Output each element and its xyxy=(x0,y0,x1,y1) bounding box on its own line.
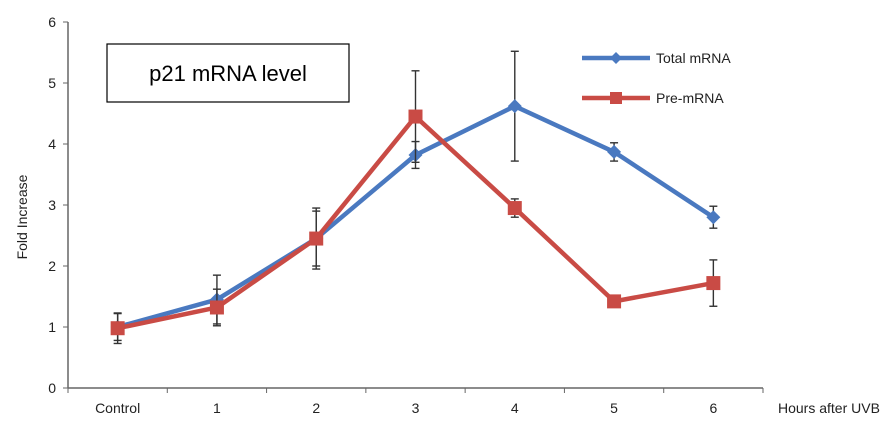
y-tick-label: 2 xyxy=(48,258,56,274)
legend-label: Total mRNA xyxy=(656,50,731,66)
legend-marker xyxy=(610,52,622,64)
data-point xyxy=(408,109,423,124)
y-tick-label: 3 xyxy=(48,197,56,213)
x-tick-label: 6 xyxy=(709,400,717,416)
data-point xyxy=(607,294,622,309)
legend: Total mRNA Pre-mRNA xyxy=(582,50,731,106)
y-tick-label: 0 xyxy=(48,380,56,396)
chart-title: p21 mRNA level xyxy=(149,61,307,86)
data-point xyxy=(607,144,622,159)
series-pre-mrna xyxy=(110,70,721,345)
data-point xyxy=(110,321,125,336)
legend-marker xyxy=(610,92,622,104)
y-tick-label: 4 xyxy=(48,136,56,152)
chart-title-box: p21 mRNA level xyxy=(106,43,350,103)
data-point xyxy=(309,231,324,246)
title-box-border xyxy=(106,43,350,103)
legend-label: Pre-mRNA xyxy=(656,90,724,106)
x-tick-label: 5 xyxy=(610,400,618,416)
x-tick-label: Control xyxy=(95,400,140,416)
x-axis-title: Hours after UVB xyxy=(778,400,880,416)
y-axis-title: Fold Increase xyxy=(14,174,30,259)
data-point xyxy=(706,276,721,291)
x-tick-label: 4 xyxy=(511,400,519,416)
x-tick-label: 2 xyxy=(312,400,320,416)
data-point xyxy=(706,210,721,225)
data-point xyxy=(507,201,522,216)
y-tick-label: 5 xyxy=(48,75,56,91)
x-tick-label: 3 xyxy=(412,400,420,416)
y-tick-label: 6 xyxy=(48,14,56,30)
x-tick-label: 1 xyxy=(213,400,221,416)
data-point xyxy=(209,300,224,315)
y-tick-label: 1 xyxy=(48,319,56,335)
data-point xyxy=(507,99,522,114)
